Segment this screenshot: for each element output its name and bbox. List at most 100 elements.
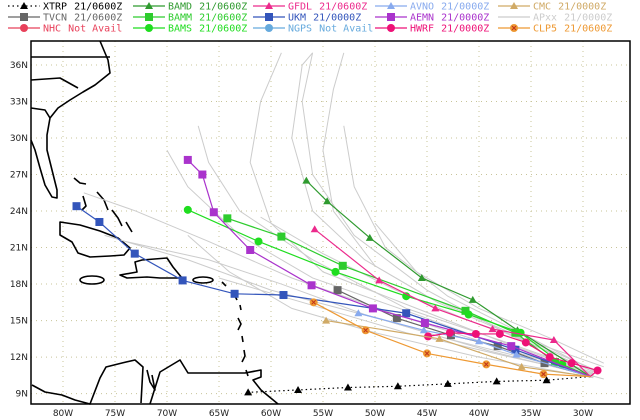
model-name: APxx	[533, 13, 557, 24]
legend-label: BAMM 21/0600Z	[168, 13, 247, 24]
lat-label: 30N	[10, 134, 28, 144]
legend-label: APxx 21/0000Z	[533, 13, 612, 24]
lesser-antilles	[239, 304, 242, 311]
circle-marker-icon	[145, 24, 153, 32]
model-time: 21/0600Z	[199, 13, 247, 24]
bahamas	[111, 209, 123, 227]
track-point-triangle	[310, 225, 319, 233]
track-cmc	[322, 316, 591, 378]
legend-label: AEMN 21/0000Z	[410, 13, 489, 24]
legend-item-ukm: UKM 21/0000Z	[253, 13, 361, 24]
track-point-triangle	[468, 295, 477, 303]
legend-item-bamm: BAMM 21/0600Z	[133, 13, 247, 24]
lon-label: 70W	[157, 409, 177, 419]
model-name: HWRF	[410, 24, 434, 35]
track-point-xcircle	[539, 370, 548, 379]
legend-item-aemn: AEMN 21/0000Z	[375, 13, 489, 24]
bahamas	[125, 221, 133, 233]
model-name: NGPS	[288, 24, 312, 35]
track-point-square	[95, 217, 104, 226]
ensemble-track-line	[374, 222, 605, 364]
model-time: 21/0600Z	[319, 2, 367, 13]
track-point-square	[198, 170, 207, 179]
track-point-triangle	[365, 233, 374, 241]
track-avno	[354, 309, 591, 378]
lon-label: 45W	[417, 409, 437, 419]
lake-maracaibo	[146, 369, 156, 391]
lat-label: 12N	[10, 353, 28, 363]
lat-label: 33N	[10, 98, 28, 108]
lat-label: 15N	[10, 317, 28, 327]
legend-item-apxx: APxx 21/0000Z	[498, 13, 612, 24]
track-point-circle	[521, 338, 530, 347]
lesser-antilles	[241, 335, 244, 343]
lon-label: 35W	[521, 409, 541, 419]
track-point-triangle	[431, 304, 440, 312]
track-point-square	[493, 342, 502, 351]
xcircle-marker-icon	[510, 24, 518, 32]
ensemble-track-line	[291, 52, 594, 370]
lon-label: 30W	[573, 409, 593, 419]
lon-label: 75W	[105, 409, 125, 419]
track-point-square	[338, 261, 347, 270]
track-point-square	[307, 281, 316, 290]
legend-item-cmc: CMC 21/0000Z	[498, 2, 606, 13]
track-point-triangle	[322, 316, 331, 324]
model-name: BAMD	[168, 2, 192, 13]
legend-item-bamd: BAMD 21/0600Z	[133, 2, 247, 13]
bahamas	[81, 195, 87, 211]
track-point-square	[333, 286, 342, 295]
track-point-square	[392, 314, 401, 323]
square-marker-icon	[265, 13, 273, 21]
lat-label: 27N	[10, 171, 28, 181]
track-point-triangle	[443, 379, 452, 387]
track-point-circle	[254, 237, 263, 246]
model-time: 21/0600Z	[74, 13, 122, 24]
state-border	[30, 77, 79, 89]
lon-label: 55W	[313, 409, 333, 419]
legend-item-avno: AVNO 21/0000Z	[375, 2, 489, 13]
south-america-coast	[149, 359, 279, 405]
model-name: CMC	[533, 2, 551, 13]
triangle-marker-icon	[510, 2, 518, 9]
track-point-triangle	[294, 385, 303, 393]
legend-label: BAMS 21/0600Z	[168, 24, 247, 35]
model-name: AVNO	[410, 2, 434, 13]
circle-marker-icon	[265, 24, 273, 32]
track-point-square	[130, 249, 139, 258]
track-point-square	[461, 306, 470, 315]
track-point-square	[72, 202, 81, 211]
model-time: 21/0000Z	[441, 13, 489, 24]
track-hwrf	[424, 328, 602, 378]
model-legend: XTRP 21/0600Z TVCN 21/0600Z NHC Not Avail BAMD…	[8, 2, 612, 35]
legend-label: XTRP 21/0600Z	[43, 2, 122, 13]
track-point-square	[402, 309, 411, 318]
legend-label: HWRF 21/0000Z	[410, 24, 489, 35]
model-time: 21/0000Z	[558, 2, 606, 13]
lesser-antilles	[241, 349, 246, 363]
track-point-xcircle	[423, 349, 431, 358]
track-point-triangle	[549, 336, 558, 344]
legend-label: UKM 21/0000Z	[288, 13, 361, 24]
model-name: BAMM	[168, 13, 192, 24]
legend-item-gfdl: GFDL 21/0600Z	[253, 2, 367, 13]
track-line	[248, 375, 591, 393]
track-line	[313, 301, 591, 378]
legend-label: BAMD 21/0600Z	[168, 2, 247, 13]
track-point-square	[511, 345, 520, 354]
track-line	[326, 319, 591, 378]
track-point-circle	[471, 329, 480, 338]
track-xtrp	[244, 375, 591, 396]
model-name: UKM	[288, 13, 306, 24]
south-america-coast	[31, 359, 144, 405]
model-time: 21/0600Z	[74, 2, 122, 13]
track-point-triangle	[354, 309, 363, 317]
track-point-square	[223, 214, 232, 223]
track-point-triangle	[302, 176, 311, 184]
track-point-circle	[567, 359, 576, 368]
model-time: 21/0600Z	[199, 24, 247, 35]
legend-label: AVNO 21/0000Z	[410, 2, 489, 13]
circle-marker-icon	[387, 24, 395, 32]
model-time: 21/0600Z	[199, 2, 247, 13]
